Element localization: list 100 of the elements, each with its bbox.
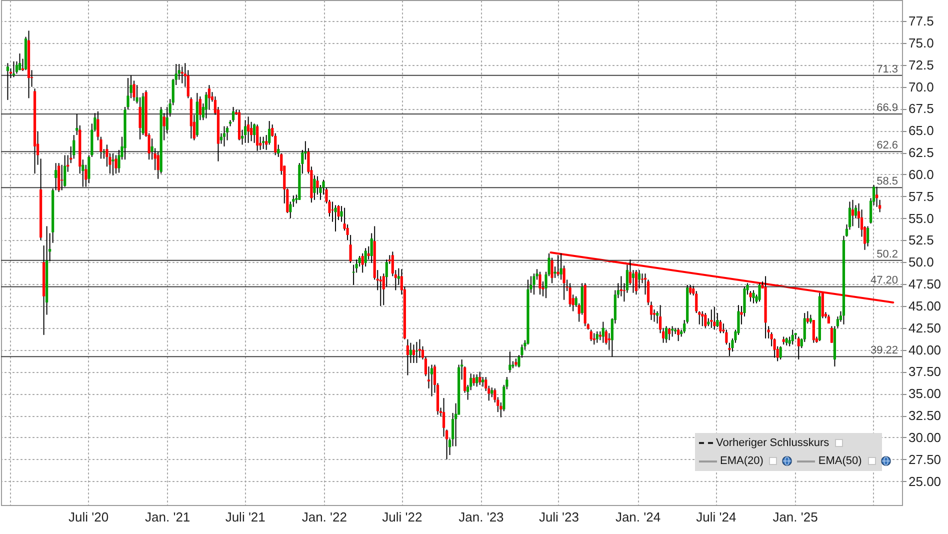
- x-tick-label: Jan. '21: [145, 510, 190, 524]
- ref-line-label: 39.22: [870, 344, 898, 357]
- candlestick: [114, 154, 118, 174]
- candlestick: [6, 62, 10, 100]
- candlestick: [430, 364, 434, 397]
- candlestick: [689, 284, 692, 296]
- candlestick: [222, 126, 226, 147]
- candlestick: [334, 204, 337, 232]
- y-tick-label: 25.00: [908, 474, 942, 489]
- candlestick: [15, 60, 18, 74]
- candlestick: [156, 151, 160, 180]
- ref-line-label: 66.9: [876, 102, 898, 114]
- candlestick: [478, 371, 482, 386]
- ref-line-label: 47.20: [870, 274, 898, 287]
- candlestick: [866, 226, 870, 247]
- y-tick-label: 32.50: [908, 408, 942, 424]
- candlestick: [710, 308, 713, 328]
- candlestick: [538, 271, 542, 296]
- candlestick: [554, 266, 556, 278]
- candlestick: [806, 310, 809, 324]
- y-tick-label: 37.50: [908, 364, 942, 380]
- candlestick: [60, 164, 64, 191]
- candlestick: [596, 330, 598, 344]
- candlestick: [54, 162, 58, 191]
- candlestick: [701, 310, 704, 327]
- y-tick-label: 72.5: [908, 57, 934, 72]
- y-tick-label: 27.50: [908, 452, 942, 467]
- candlestick: [550, 257, 554, 284]
- y-tick-label: 40.00: [908, 342, 942, 358]
- ref-line-label: 50.2: [876, 248, 898, 260]
- annotation: Vorheriger Schlusskurs: [716, 436, 830, 450]
- candlestick: [476, 374, 478, 388]
- y-tick-label: 47.50: [908, 276, 942, 292]
- candlestick: [18, 52, 22, 71]
- candlestick: [72, 134, 76, 160]
- y-tick-label: 35.00: [908, 386, 942, 402]
- candlestick: [313, 174, 316, 200]
- candlestick: [112, 152, 114, 176]
- y-tick-label: 57.5: [908, 188, 934, 204]
- candlestick: [490, 387, 494, 398]
- candlestick: [668, 327, 671, 341]
- y-tick-label: 65.0: [908, 123, 934, 138]
- candlestick: [256, 124, 259, 152]
- candlestick: [88, 154, 90, 184]
- candlestick: [12, 60, 16, 78]
- candlestick: [412, 344, 415, 364]
- y-tick-label: 77.5: [908, 14, 934, 29]
- candlestick: [472, 374, 476, 386]
- x-tick-label: Jan. '24: [615, 510, 661, 524]
- y-tick-label: 42.50: [908, 320, 942, 336]
- candlestick: [532, 273, 536, 296]
- candlestick: [244, 120, 247, 144]
- candlestick: [632, 270, 635, 294]
- x-tick-label: Juli '24: [696, 510, 736, 524]
- candlestick: [331, 201, 334, 222]
- candlestick: [406, 338, 409, 376]
- candlestick: [677, 327, 680, 342]
- candlestick: [409, 342, 412, 364]
- x-tick-label: Juli '20: [68, 510, 109, 524]
- x-tick-label: Juli '22: [382, 510, 422, 524]
- candlestick: [415, 341, 418, 364]
- y-tick-label: 50.0: [908, 254, 934, 270]
- candlestick: [602, 321, 604, 344]
- annotation: EMA(50): [818, 454, 862, 468]
- x-tick-label: Juli '23: [538, 510, 580, 524]
- candlestick: [638, 270, 641, 289]
- x-tick-label: Jan. '22: [302, 510, 347, 524]
- candlestick: [556, 254, 560, 277]
- candlestick: [704, 312, 707, 328]
- candlestick: [791, 329, 794, 346]
- y-tick-label: 67.5: [908, 101, 934, 116]
- candlestick: [367, 246, 370, 260]
- ref-line-label: 71.3: [876, 63, 898, 76]
- candlestick: [349, 234, 352, 264]
- candlestick: [752, 290, 755, 304]
- candlestick: [262, 136, 265, 150]
- candlestick: [590, 329, 592, 342]
- y-tick-label: 55.0: [908, 210, 934, 226]
- y-tick-label: 52.5: [908, 232, 934, 248]
- candlestick: [568, 282, 572, 308]
- candlestick: [634, 270, 638, 296]
- candlestick: [508, 351, 512, 374]
- annotation: EMA(20): [720, 454, 764, 468]
- ref-line-label: 62.6: [876, 140, 898, 152]
- candlestick: [232, 106, 235, 122]
- candlestick: [851, 199, 854, 227]
- ref-line-label: 58.5: [876, 176, 898, 188]
- candlestick: [482, 376, 484, 388]
- candlestick: [64, 154, 66, 188]
- candlestick: [138, 96, 142, 140]
- candlestick: [728, 342, 731, 356]
- candlestick: [560, 252, 562, 280]
- y-tick-label: 62.5: [908, 145, 934, 160]
- x-tick-label: Juli '21: [225, 510, 266, 524]
- y-tick-label: 45.00: [908, 298, 942, 314]
- candlestick: [665, 326, 668, 344]
- x-tick-label: Jan. '25: [772, 510, 818, 524]
- candlestick: [758, 282, 761, 302]
- x-tick-label: Jan. '23: [458, 510, 504, 524]
- y-tick-label: 70.0: [908, 79, 934, 94]
